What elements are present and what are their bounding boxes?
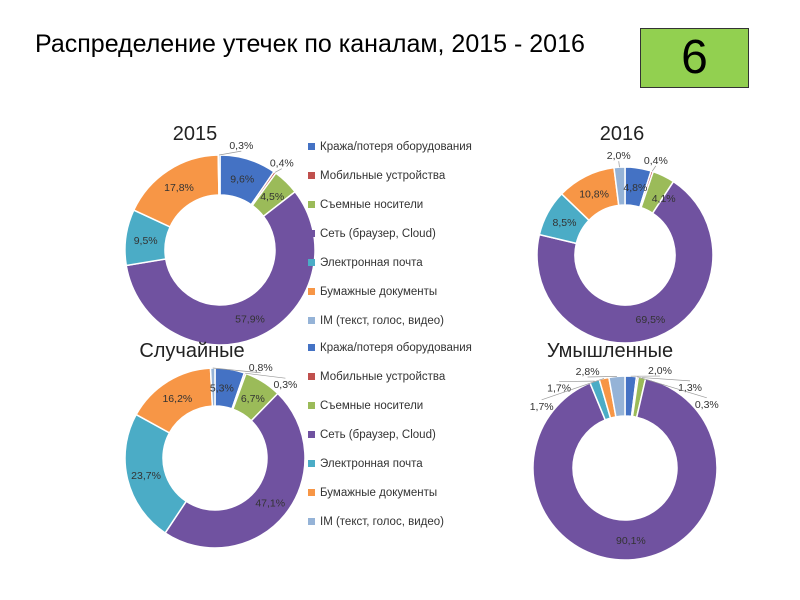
donut-slice [532,377,718,561]
data-label: 9,5% [134,235,158,247]
legend-item: Сеть (браузер, Cloud) [308,420,472,449]
legend-item: IM (текст, голос, видео) [308,306,472,335]
leader-line [618,161,620,168]
data-label: 5,3% [210,382,234,394]
legend-label: Кража/потеря оборудования [320,341,472,354]
legend-label: Мобильные устройства [320,169,446,182]
data-label: 9,6% [230,173,254,185]
legend-swatch [308,259,315,266]
data-label: 47,1% [255,498,285,510]
data-label: 0,4% [270,158,294,170]
data-label: 1,3% [678,382,702,394]
data-label: 1,7% [530,401,554,413]
legend-label: Электронная почта [320,457,423,470]
leader-line [212,367,261,374]
data-label: 6,7% [241,393,265,405]
data-label: 0,4% [644,155,668,167]
legend-label: IM (текст, голос, видео) [320,515,444,528]
legend-swatch [308,489,315,496]
legend-swatch [308,201,315,208]
chart-title: Умышленные [547,340,673,362]
legend-top: Кража/потеря оборудования Мобильные устро… [308,132,472,335]
donut-slice [217,154,221,196]
data-label: 2,0% [607,150,631,162]
legend-swatch [308,230,315,237]
legend-item: Съемные носители [308,391,472,420]
legend-bottom: Кража/потеря оборудования Мобильные устро… [308,333,472,536]
slices-layer [124,154,718,561]
legend-label: Бумажные документы [320,486,438,499]
legend-swatch [308,518,315,525]
legend-item: Кража/потеря оборудования [308,333,472,362]
data-label: 1,7% [547,383,571,395]
chart-title: 2016 [600,123,645,145]
data-label: 4,1% [652,193,676,205]
slide-title: Распределение утечек по каналам, 2015 - … [35,30,585,58]
data-label: 4,8% [623,182,647,194]
data-label: 57,9% [235,314,265,326]
leader-line [541,378,605,401]
labels-layer: 2015 2016 Случайные Умышленные 57,9% 17,8% 9,6… [131,123,719,547]
donut-slice [164,392,306,549]
donut-slice [536,180,714,344]
legend-swatch [308,373,315,380]
legend-label: Съемные носители [320,399,424,412]
chart-title: Случайные [139,340,244,362]
legend-item: Мобильные устройства [308,362,472,391]
legend-label: Сеть (браузер, Cloud) [320,227,436,240]
leader-line [641,377,691,382]
legend-swatch [308,344,315,351]
leader-line [637,376,707,399]
legend-label: Сеть (браузер, Cloud) [320,428,436,441]
legend-item: Кража/потеря оборудования [308,132,472,161]
data-label: 2,0% [648,365,672,377]
legend-item: Электронная почта [308,248,472,277]
legend-swatch [308,460,315,467]
slide-number: 6 [640,28,749,88]
data-label: 69,5% [635,314,665,326]
chart-title: 2015 [173,123,218,145]
leader-line [245,372,286,379]
legend-swatch [308,288,315,295]
leader-line [274,168,282,173]
donut-slice [209,367,216,407]
legend-label: Кража/потеря оборудования [320,140,472,153]
legend-label: Съемные носители [320,198,424,211]
legend-item: IM (текст, голос, видео) [308,507,472,536]
data-label: 17,8% [164,182,194,194]
legend-item: Бумажные документы [308,478,472,507]
leader-line [587,376,617,378]
legend-label: IM (текст, голос, видео) [320,314,444,327]
legend-label: Мобильные устройства [320,370,446,383]
legend-swatch [308,143,315,150]
donut-slice [613,166,626,207]
legend-swatch [308,172,315,179]
legend-item: Мобильные устройства [308,161,472,190]
legend-swatch [308,431,315,438]
legend-swatch [308,402,315,409]
legend-swatch [308,317,315,324]
data-label: 2,8% [576,366,600,378]
data-label: 10,8% [579,188,609,200]
leader-line [651,165,657,172]
data-label: 0,3% [229,140,253,152]
legend-label: Электронная почта [320,256,423,269]
legend-item: Электронная почта [308,449,472,478]
leader-line [219,150,242,156]
data-label: 4,5% [260,191,284,203]
data-label: 8,5% [552,217,576,229]
data-label: 0,8% [249,362,273,374]
legend-item: Сеть (браузер, Cloud) [308,219,472,248]
donut-slice [125,190,316,346]
legend-item: Бумажные документы [308,277,472,306]
data-label: 0,3% [273,379,297,391]
legend-label: Бумажные документы [320,285,438,298]
data-label: 16,2% [162,393,192,405]
legend-item: Съемные носители [308,190,472,219]
data-label: 90,1% [616,535,646,547]
data-label: 23,7% [131,470,161,482]
data-label: 0,3% [695,399,719,411]
